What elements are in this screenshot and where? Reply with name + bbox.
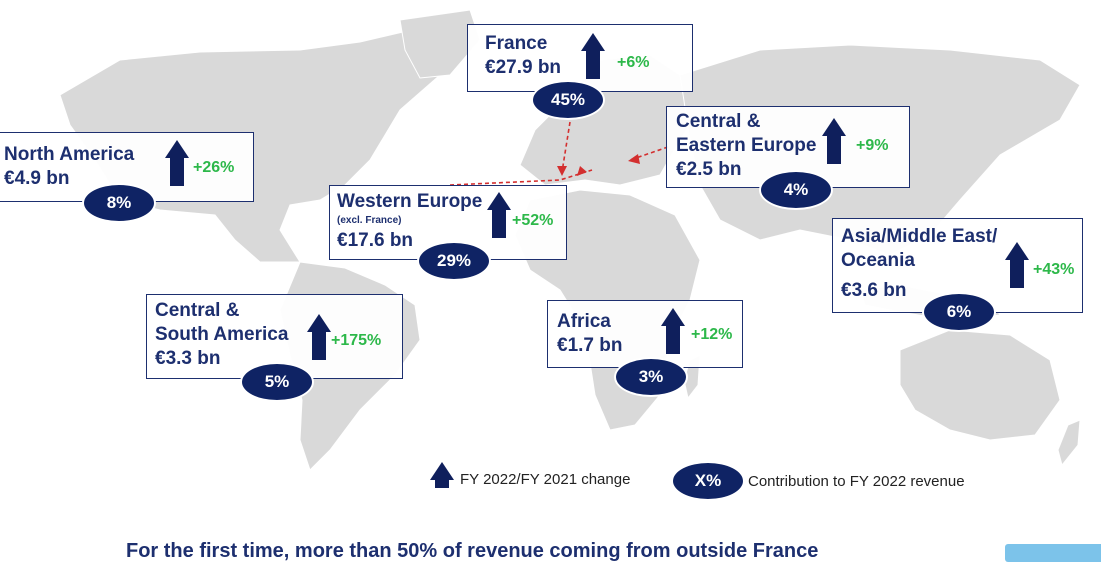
region-share-badge-central-south-america: 5% <box>240 362 314 402</box>
legend-share-badge: X% <box>671 461 745 501</box>
region-name-north-america: North America <box>4 144 135 165</box>
region-name-western-europe: Western Europe <box>337 191 483 212</box>
region-name-central-south-america: Central & South America <box>155 300 289 345</box>
growth-arrow-icon-france <box>581 33 605 79</box>
region-share-badge-asia-middle-east-oceania: 6% <box>922 292 996 332</box>
region-growth-asia-middle-east-oceania: +43% <box>1033 261 1075 278</box>
region-amount-western-europe: €17.6 bn <box>337 230 414 251</box>
france-connector <box>561 121 571 173</box>
growth-arrow-icon-africa <box>661 308 685 354</box>
region-growth-central-eastern-europe: +9% <box>856 137 889 154</box>
region-subtitle-western-europe: (excl. France) <box>337 215 402 226</box>
region-share-badge-africa: 3% <box>614 357 688 397</box>
region-growth-central-south-america: +175% <box>331 332 382 349</box>
region-growth-africa: +12% <box>691 326 733 343</box>
footer-headline: For the first time, more than 50% of rev… <box>126 540 819 562</box>
region-box-africa <box>547 300 743 368</box>
region-share-badge-western-europe: 29% <box>417 241 491 281</box>
growth-arrow-icon-asia-middle-east-oceania <box>1005 242 1029 288</box>
region-share-badge-france: 45% <box>531 80 605 120</box>
central-eastern-europe-connector-arrowhead <box>628 154 640 164</box>
region-amount-france: €27.9 bn <box>485 57 562 78</box>
region-amount-north-america: €4.9 bn <box>4 168 70 189</box>
region-growth-north-america: +26% <box>193 159 235 176</box>
legend-contribution-label: Contribution to FY 2022 revenue <box>748 473 965 490</box>
region-amount-central-south-america: €3.3 bn <box>155 348 221 369</box>
growth-arrow-icon-central-south-america <box>307 314 331 360</box>
region-growth-western-europe: +52% <box>512 212 554 229</box>
region-name-central-eastern-europe: Central & Eastern Europe <box>676 111 817 156</box>
france-connector-arrowhead <box>557 166 567 176</box>
western-europe-connector <box>449 169 593 186</box>
region-growth-france: +6% <box>617 54 650 71</box>
australia-landmass <box>899 329 1061 441</box>
region-name-africa: Africa <box>557 311 611 332</box>
region-name-france: France <box>485 33 548 54</box>
new-zealand-landmass <box>1057 419 1081 467</box>
growth-arrow-icon-central-eastern-europe <box>822 118 846 164</box>
western-europe-connector-arrowhead <box>577 166 587 176</box>
footer-accent-bar <box>1005 544 1101 562</box>
region-share-badge-central-eastern-europe: 4% <box>759 170 833 210</box>
region-share-badge-north-america: 8% <box>82 183 156 223</box>
region-amount-central-eastern-europe: €2.5 bn <box>676 159 742 180</box>
growth-arrow-icon-north-america <box>165 140 189 186</box>
region-amount-asia-middle-east-oceania: €3.6 bn <box>841 280 907 301</box>
region-amount-africa: €1.7 bn <box>557 335 623 356</box>
legend-growth-arrow-icon <box>430 462 454 488</box>
region-name-asia-middle-east-oceania: Asia/Middle East/ Oceania <box>841 226 998 271</box>
legend-change-label: FY 2022/FY 2021 change <box>460 471 631 488</box>
growth-arrow-icon-western-europe <box>487 192 511 238</box>
greenland-landmass <box>399 9 481 79</box>
